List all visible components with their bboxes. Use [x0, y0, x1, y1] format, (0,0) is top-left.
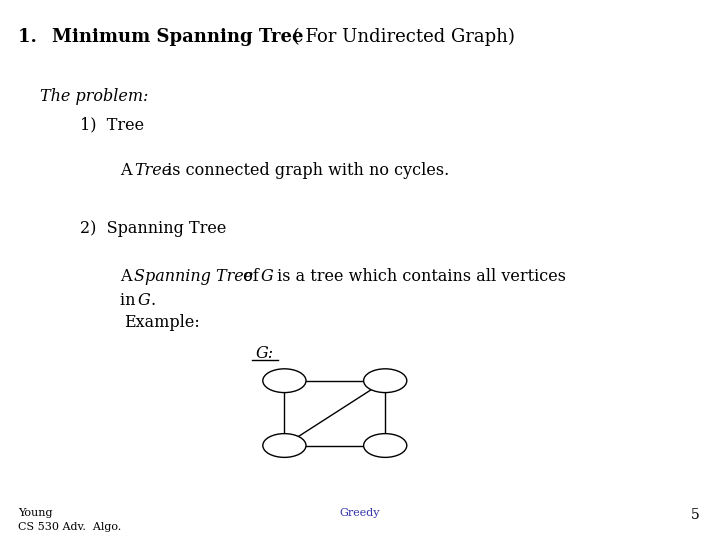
Text: Greedy: Greedy: [340, 508, 380, 518]
Text: 2)  Spanning Tree: 2) Spanning Tree: [80, 220, 226, 237]
Text: ( For Undirected Graph): ( For Undirected Graph): [287, 28, 515, 46]
Text: Tree: Tree: [134, 162, 171, 179]
Text: Example:: Example:: [124, 314, 199, 331]
Text: of: of: [238, 268, 264, 285]
Ellipse shape: [364, 369, 407, 393]
Text: Spanning Tree: Spanning Tree: [134, 268, 253, 285]
Text: 1.: 1.: [18, 28, 50, 46]
Ellipse shape: [263, 369, 306, 393]
Ellipse shape: [364, 434, 407, 457]
Text: The problem:: The problem:: [40, 88, 148, 105]
Text: in: in: [120, 292, 140, 309]
Text: .: .: [150, 292, 155, 309]
Text: G:: G:: [256, 345, 274, 362]
Text: 5: 5: [691, 508, 700, 522]
Text: is a tree which contains all vertices: is a tree which contains all vertices: [272, 268, 566, 285]
Text: is connected graph with no cycles.: is connected graph with no cycles.: [162, 162, 449, 179]
Text: 1)  Tree: 1) Tree: [80, 116, 144, 133]
Text: A: A: [120, 268, 137, 285]
Text: G: G: [138, 292, 150, 309]
Text: G: G: [261, 268, 274, 285]
Text: Young: Young: [18, 508, 53, 518]
Text: CS 530 Adv.  Algo.: CS 530 Adv. Algo.: [18, 522, 121, 532]
Text: Minimum Spanning Tree: Minimum Spanning Tree: [52, 28, 304, 46]
Ellipse shape: [263, 434, 306, 457]
Text: A: A: [120, 162, 137, 179]
